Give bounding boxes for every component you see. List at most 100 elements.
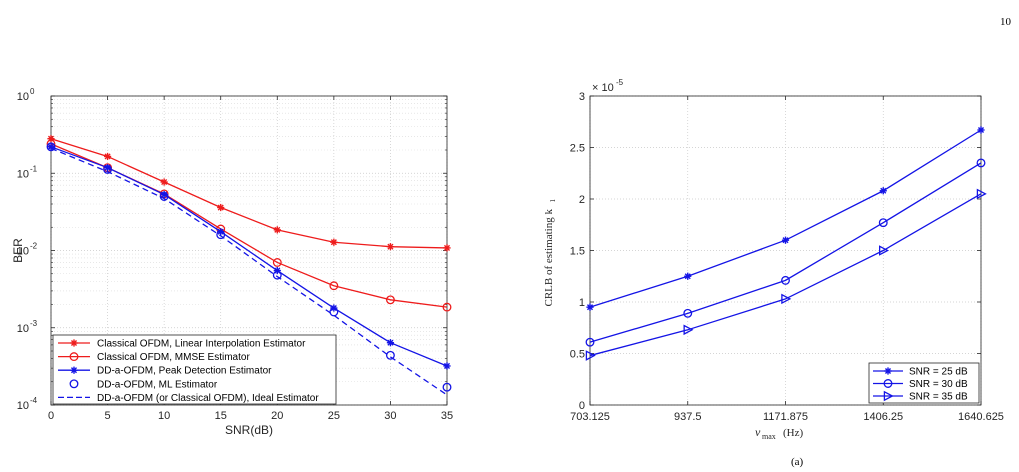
- legend-marker: [69, 352, 79, 362]
- legend-label: DD-a-OFDM, Peak Detection Estimator: [97, 366, 272, 377]
- series-point: [272, 270, 282, 280]
- series-point: [781, 236, 790, 244]
- y-tick-label: 10: [17, 400, 29, 412]
- y-tick-label: 1: [579, 297, 585, 309]
- legend-entry: Classical OFDM, Linear Interpolation Est…: [58, 339, 306, 350]
- series-point: [683, 324, 694, 336]
- legend-entry: DD-a-OFDM (or Classical OFDM), Ideal Est…: [58, 393, 319, 404]
- legend-entry: SNR = 35 dB: [873, 390, 968, 403]
- y-tick-label: 3: [579, 91, 585, 103]
- series-point: [443, 244, 451, 252]
- series-point: [585, 350, 596, 361]
- y-axis-label-subscript: 1: [549, 199, 557, 203]
- series-point: [684, 272, 692, 280]
- legend-entry: DD-a-OFDM, ML Estimator: [69, 379, 218, 390]
- series-line: [50, 147, 448, 396]
- y-axis-label-text: CRLB of estimating k: [543, 209, 555, 307]
- series-point: [329, 281, 339, 291]
- series-point: [879, 245, 890, 256]
- series-point: [683, 308, 693, 318]
- x-axis-label-symbol: ν: [755, 425, 761, 439]
- y-tick-exponent: 0: [30, 87, 35, 96]
- series-point: [103, 164, 113, 174]
- legend-marker: [70, 339, 78, 347]
- series-point: [386, 243, 395, 251]
- legend-marker: [883, 379, 893, 388]
- series-line: [50, 146, 448, 367]
- legend-marker: [884, 367, 892, 375]
- series-point: [585, 337, 595, 347]
- legend-entry: SNR = 30 dB: [873, 379, 968, 390]
- legend-label: Classical OFDM, MMSE Estimator: [97, 352, 250, 363]
- series-point: [878, 218, 888, 228]
- legend-label: Classical OFDM, Linear Interpolation Est…: [97, 339, 306, 350]
- legend-label: SNR = 30 dB: [909, 379, 968, 390]
- legend-entry: DD-a-OFDM, Peak Detection Estimator: [58, 366, 272, 377]
- series-line: [50, 138, 448, 249]
- x-tick-label: 5: [105, 410, 111, 422]
- y-tick-label: 10: [17, 323, 29, 335]
- legend-marker: [70, 366, 78, 374]
- plot-frame: [589, 95, 982, 406]
- y-tick-label: 0: [579, 400, 585, 412]
- x-tick-label: 1406.25: [863, 411, 903, 423]
- series-point: [46, 142, 56, 152]
- series-point: [330, 238, 338, 246]
- series-point: [781, 293, 792, 305]
- y-tick-exponent: -3: [30, 319, 38, 328]
- x-tick-label: 15: [215, 410, 227, 422]
- x-tick-label: 35: [441, 410, 453, 422]
- y-tick-exponent: -1: [30, 164, 38, 173]
- legend-entry: SNR = 25 dB: [873, 367, 968, 378]
- series-point: [443, 362, 451, 370]
- x-axis-label: ν max (Hz): [755, 425, 803, 441]
- series-point: [976, 188, 987, 200]
- y-axis-label: BER: [11, 238, 25, 263]
- x-tick-label: 25: [328, 410, 340, 422]
- y-tick-label: 0.5: [570, 349, 585, 361]
- x-tick-label: 0: [48, 410, 54, 422]
- series-point: [442, 302, 452, 312]
- y-tick-label: 2.5: [570, 143, 585, 155]
- y-tick-exponent: -2: [30, 242, 38, 251]
- series-point: [160, 178, 168, 186]
- legend-entry: Classical OFDM, MMSE Estimator: [58, 352, 250, 363]
- legend-box: [52, 334, 337, 405]
- legend-label: SNR = 25 dB: [909, 367, 968, 378]
- y-tick-label: 1.5: [570, 246, 585, 258]
- x-axis-label-unit: (Hz): [783, 427, 803, 439]
- figure-caption: (a): [791, 456, 804, 468]
- legend-marker: [69, 379, 79, 389]
- series-point: [273, 226, 281, 234]
- series-point: [977, 126, 985, 134]
- series-point: [879, 187, 887, 195]
- series-line: [589, 193, 982, 357]
- x-axis-label: SNR(dB): [225, 423, 273, 437]
- series-point: [586, 303, 594, 311]
- legend-marker: [883, 390, 894, 402]
- x-axis-label-subscript: max: [762, 432, 776, 441]
- y-axis-label: CRLB of estimating k 1: [543, 199, 557, 307]
- series-line: [589, 162, 982, 343]
- series-point: [442, 382, 452, 392]
- series-point: [781, 275, 790, 285]
- y-tick-exponent: -4: [30, 396, 38, 405]
- y-tick-label: 10: [17, 246, 29, 258]
- series-point: [976, 158, 986, 168]
- x-tick-label: 20: [271, 410, 283, 422]
- series-point: [272, 258, 282, 267]
- series-point: [216, 230, 226, 240]
- x-tick-label: 1640.625: [958, 411, 1004, 423]
- series-point: [385, 295, 395, 305]
- x-tick-label: 1171.875: [763, 411, 808, 423]
- series-point: [385, 350, 395, 360]
- y-tick-label: 10: [17, 168, 29, 180]
- series-point: [386, 339, 395, 347]
- y-tick-label: 10: [17, 91, 29, 103]
- x-tick-label: 10: [158, 410, 170, 422]
- series-point: [217, 203, 225, 212]
- y-tick-label: 2: [579, 194, 585, 206]
- x-tick-label: 703.125: [570, 411, 610, 423]
